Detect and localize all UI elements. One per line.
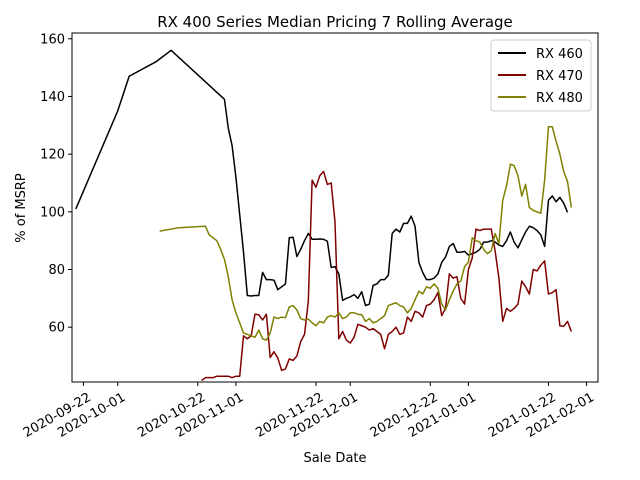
- legend-label: RX 470: [536, 69, 583, 84]
- series-line-rx-460: [75, 49, 569, 307]
- legend-label: RX 460: [536, 47, 583, 62]
- legend: RX 460 RX 470 RX 480: [490, 39, 592, 112]
- series-line-rx-470: [201, 170, 573, 382]
- y-tick-label: 80: [48, 263, 65, 278]
- y-tick-label: 160: [40, 32, 65, 47]
- legend-items: RX 460 RX 470 RX 480: [498, 47, 583, 106]
- series-layer: [75, 49, 573, 382]
- legend-box: [490, 39, 592, 112]
- series-line-rx-480: [159, 125, 573, 341]
- chart-title: RX 400 Series Median Pricing 7 Rolling A…: [157, 13, 513, 31]
- x-axis-label: Sale Date: [303, 451, 366, 466]
- y-axis: 60 80 100 120 140 160: [40, 32, 72, 336]
- y-tick-label: 100: [40, 205, 65, 220]
- y-tick-label: 120: [40, 148, 65, 163]
- legend-label: RX 480: [536, 91, 583, 106]
- y-axis-label: % of MSRP: [14, 173, 29, 243]
- y-tick-label: 60: [48, 321, 65, 336]
- y-tick-label: 140: [40, 90, 65, 105]
